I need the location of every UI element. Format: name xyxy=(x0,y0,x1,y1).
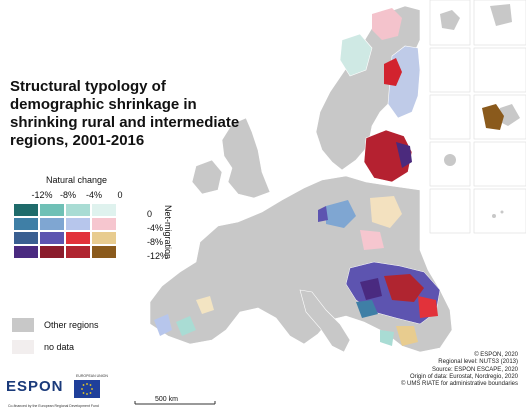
mainland xyxy=(149,175,453,353)
espon-logo: ESPON xyxy=(6,378,64,395)
legend-cell-r3-c1 xyxy=(13,231,39,245)
eu-flag-icon xyxy=(74,380,100,398)
north-patch xyxy=(339,33,373,77)
natural-change-title: Natural change xyxy=(46,175,108,185)
legend-cell-r1-c3 xyxy=(65,203,91,217)
nc-tick-4: 0 xyxy=(117,190,123,200)
greece-sand xyxy=(396,326,418,346)
nc-tick-2: -8% xyxy=(59,190,76,200)
nm-tick-4: -12% xyxy=(147,251,169,261)
legend-cell-r2-c2 xyxy=(39,217,65,231)
inset-boxes xyxy=(429,0,526,234)
credit-line: © UMS RIATE for administrative boundarie… xyxy=(400,381,518,388)
iberia-sand xyxy=(196,296,214,314)
legend-cell-r4-c4 xyxy=(91,245,117,259)
nc-tick-1: -12% xyxy=(31,190,53,200)
iberia-blue xyxy=(154,314,172,336)
no-data-swatch xyxy=(12,340,34,354)
germany-blue xyxy=(326,200,356,228)
legend-cell-r1-c1 xyxy=(13,203,39,217)
nc-tick-3: -4% xyxy=(85,190,102,200)
italy xyxy=(299,289,351,353)
poland-sand xyxy=(370,196,402,228)
poland-pink xyxy=(360,230,384,250)
balkans-dark xyxy=(360,278,382,300)
balkans-red xyxy=(384,274,424,302)
nm-tick-1: 0 xyxy=(147,209,153,219)
nm-tick-2: -4% xyxy=(147,223,164,233)
norway-top-pink xyxy=(372,8,402,40)
baltics-dark xyxy=(396,142,412,168)
ireland xyxy=(191,159,223,195)
sweden-north-red xyxy=(384,58,402,86)
net-migration-title: Net-migration xyxy=(163,205,173,260)
credit-line: Source: ESPON ESCAPE, 2020 xyxy=(431,366,518,373)
credit-line: Origin of data: Eurostat, Nordregio, 202… xyxy=(409,373,518,380)
legend-cell-r2-c3 xyxy=(65,217,91,231)
great-britain xyxy=(221,117,271,199)
other-regions-swatch xyxy=(12,318,34,332)
credits: © ESPON, 2020 Regional level: NUTS3 (201… xyxy=(401,352,518,388)
map-title: Structural typology of demographic shrin… xyxy=(10,78,240,149)
germany-purple xyxy=(318,206,328,222)
no-data-label: no data xyxy=(44,342,75,352)
balkans-blue xyxy=(356,300,378,318)
baltics-red xyxy=(363,129,413,183)
scale-bar-label: 500 km xyxy=(155,396,178,403)
nm-tick-3: -8% xyxy=(147,237,164,247)
bulgaria-red xyxy=(418,296,438,318)
greece-cyan xyxy=(380,330,394,346)
legend-cell-r4-c1 xyxy=(13,245,39,259)
legend-cell-r3-c4 xyxy=(91,231,117,245)
legend-cell-r3-c3 xyxy=(65,231,91,245)
credit-line: Regional level: NUTS3 (2013) xyxy=(438,359,518,366)
credit-line: © ESPON, 2020 xyxy=(474,352,518,358)
legend-cell-r2-c1 xyxy=(13,217,39,231)
legend-cell-r2-c4 xyxy=(91,217,117,231)
inset-brown xyxy=(482,104,504,130)
other-regions-label: Other regions xyxy=(44,320,99,330)
iberia-teal xyxy=(176,316,196,336)
legend-cell-r3-c2 xyxy=(39,231,65,245)
legend-cell-r1-c2 xyxy=(39,203,65,217)
espon-subtitle: Co-financed by the European Regional Dev… xyxy=(8,404,99,408)
eu-label: EUROPEAN UNION xyxy=(76,374,108,378)
legend-cell-r4-c2 xyxy=(39,245,65,259)
legend-cell-r4-c3 xyxy=(65,245,91,259)
legend-cell-r1-c4 xyxy=(91,203,117,217)
